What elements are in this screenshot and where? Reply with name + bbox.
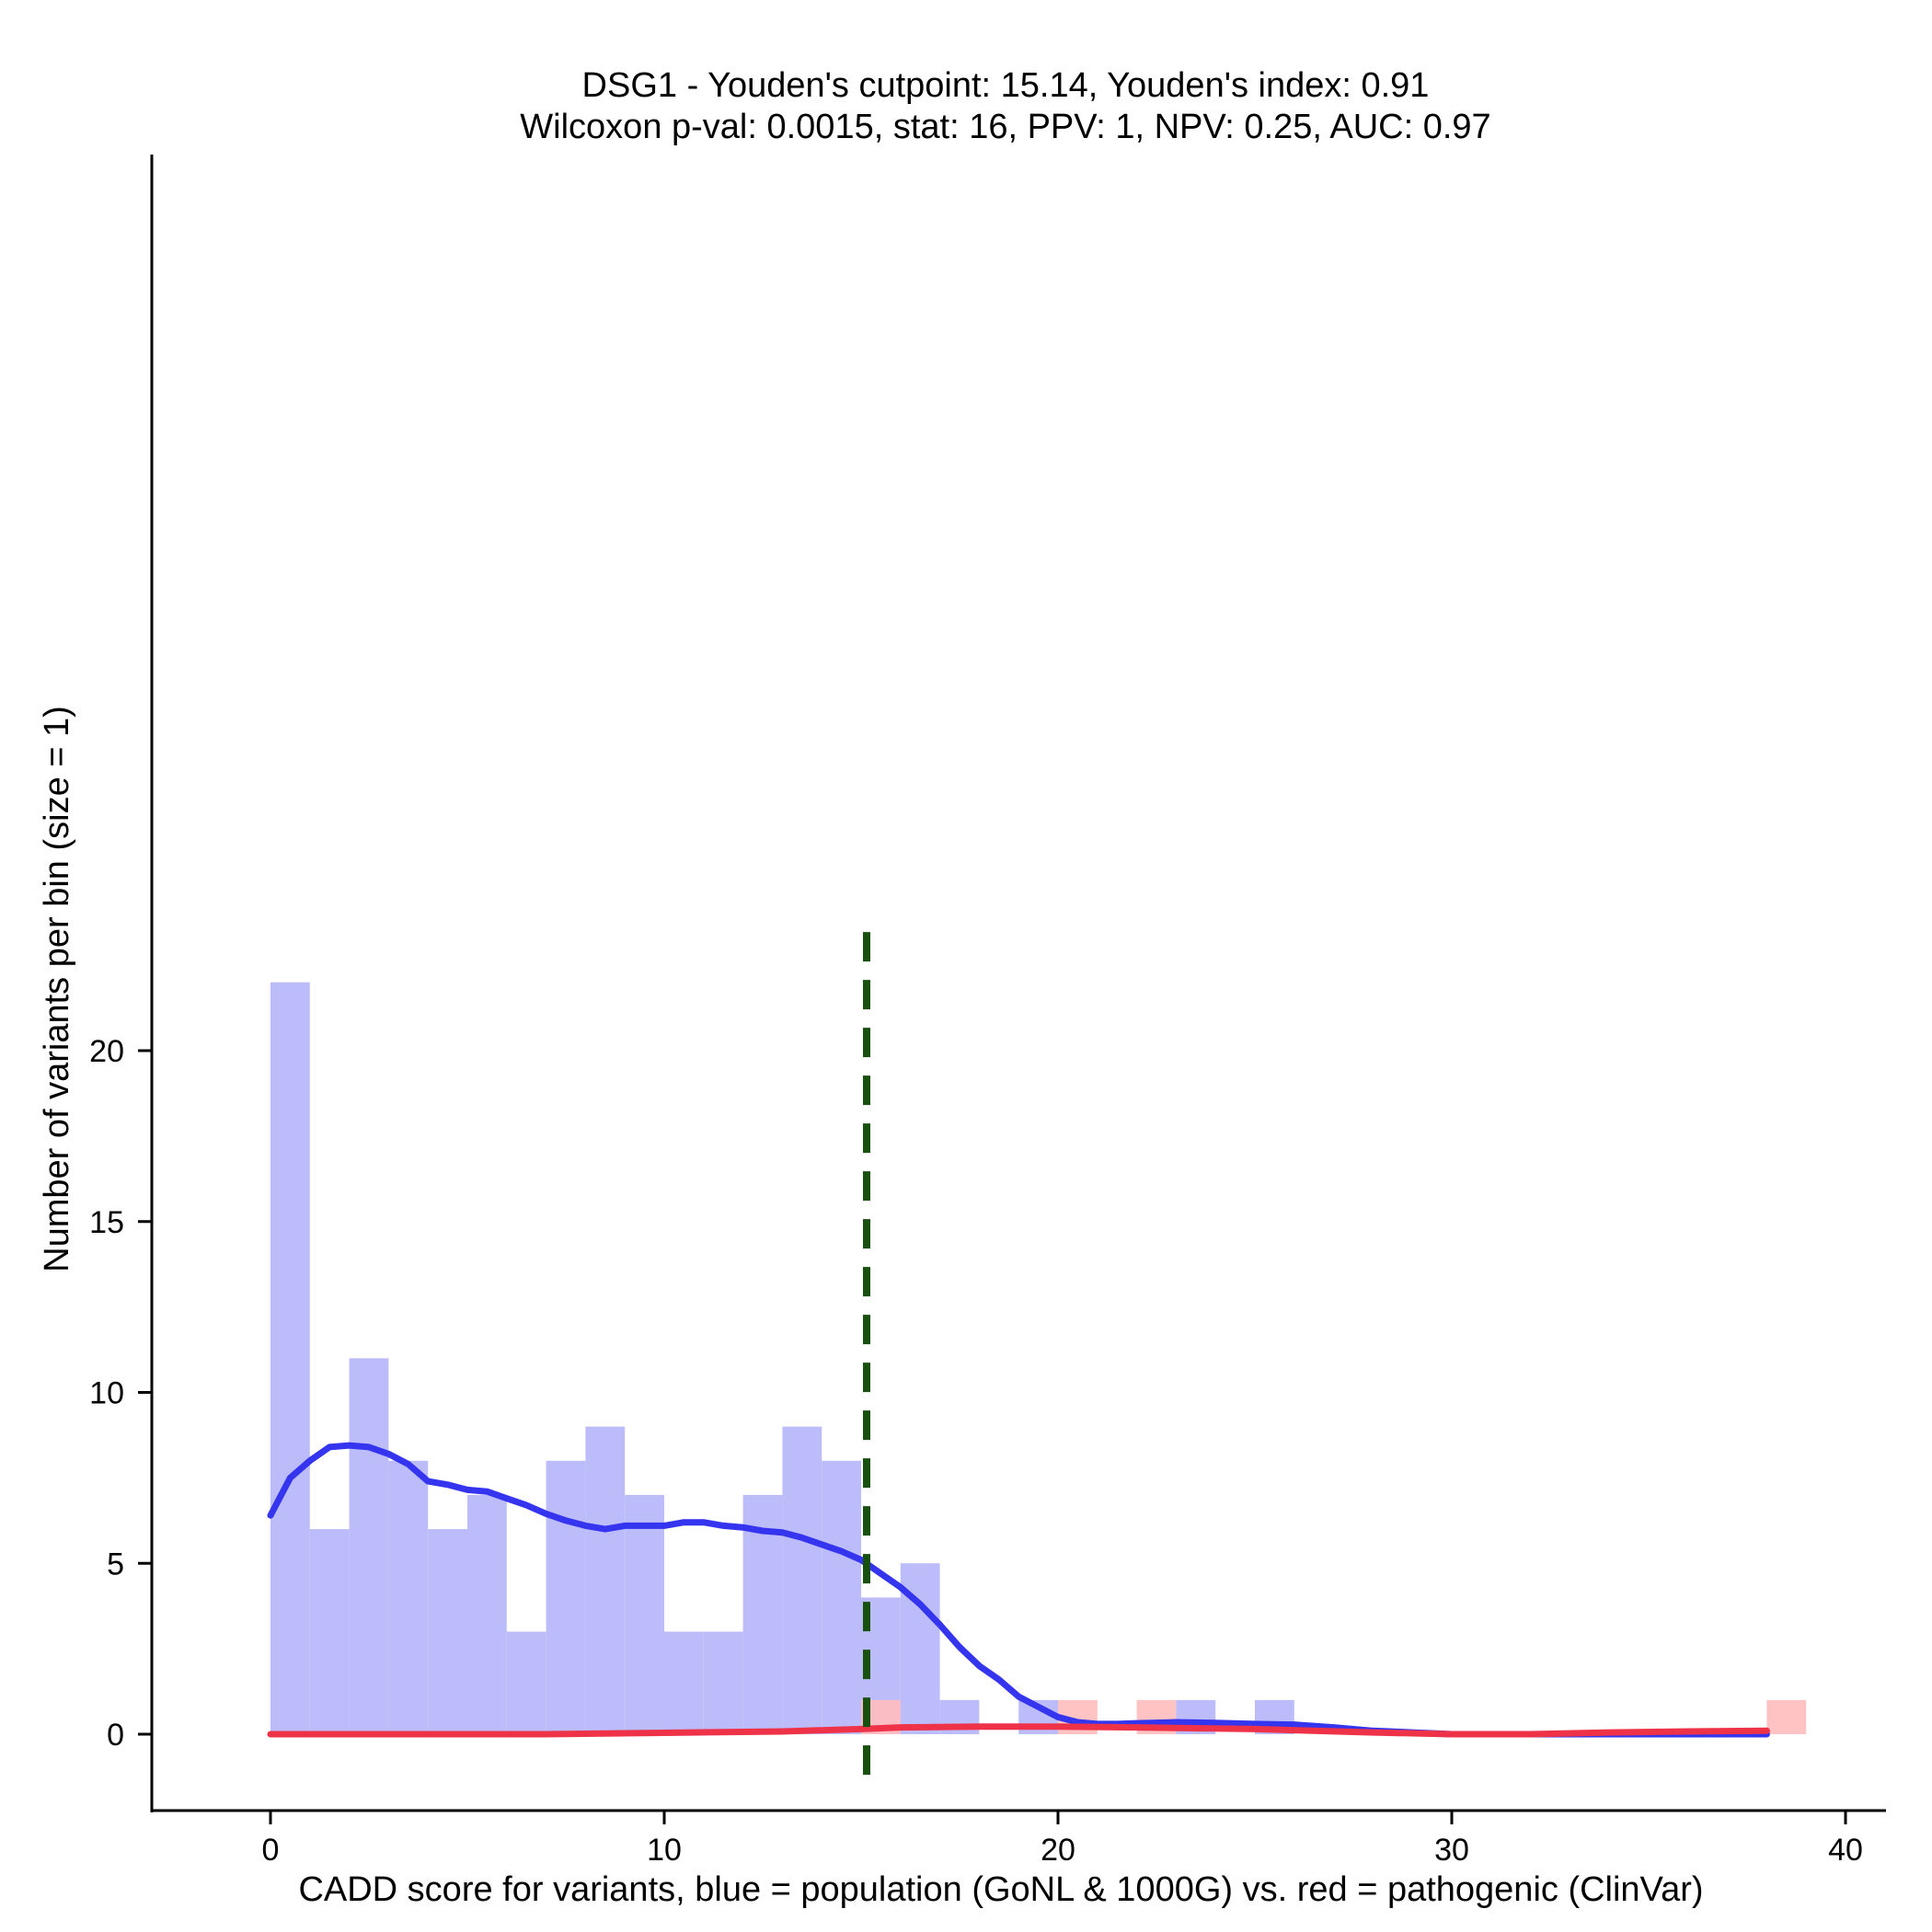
population-bar: [270, 982, 310, 1734]
population-bar: [782, 1426, 822, 1734]
x-ticks: 0 10 20 30 40: [262, 1811, 1863, 1868]
population-bar: [585, 1426, 626, 1734]
population-bar: [428, 1529, 467, 1734]
y-axis-label: Number of variants per bin (size = 1): [38, 706, 76, 1272]
population-bar: [467, 1494, 507, 1734]
population-bar: [388, 1460, 429, 1734]
y-ticks: 0 5 10 15 20: [89, 1034, 152, 1753]
x-tick-label: 10: [647, 1833, 682, 1868]
population-bar: [664, 1631, 704, 1734]
population-bars: [270, 982, 1294, 1734]
y-axis: 0 5 10 15 20 Number of variants per bin (siz…: [38, 155, 154, 1812]
y-tick-label: 15: [89, 1205, 124, 1240]
population-bar: [506, 1631, 546, 1734]
title-block: DSG1 - Youden's cutpoint: 15.14, Youden'…: [520, 66, 1490, 146]
pathogenic-density-curve: [267, 1723, 1770, 1738]
y-tick-label: 20: [89, 1034, 124, 1069]
population-bar: [309, 1529, 350, 1734]
chart-subtitle: Wilcoxon p-val: 0.0015, stat: 16, PPV: 1…: [520, 108, 1490, 146]
x-tick-label: 30: [1434, 1833, 1469, 1868]
x-tick-label: 0: [262, 1833, 280, 1868]
population-bar: [625, 1494, 664, 1734]
population-bar: [546, 1460, 586, 1734]
x-tick-label: 20: [1041, 1833, 1075, 1868]
chart-title: DSG1 - Youden's cutpoint: 15.14, Youden'…: [582, 66, 1430, 105]
pathogenic-bar: [1766, 1699, 1807, 1734]
y-tick-label: 0: [107, 1718, 124, 1753]
x-axis-label: CADD score for variants, blue = populati…: [298, 1870, 1703, 1909]
x-axis: 0 10 20 30 40 CADD score for variants, blue …: [152, 1809, 1886, 1909]
y-tick-label: 10: [89, 1376, 124, 1411]
population-bar: [349, 1358, 389, 1734]
plot-area: [267, 932, 1807, 1781]
population-density-curve: [267, 1442, 1770, 1738]
population-bar: [703, 1631, 743, 1734]
population-bar: [822, 1460, 861, 1734]
y-tick-label: 5: [107, 1547, 124, 1581]
x-tick-label: 40: [1828, 1833, 1863, 1868]
